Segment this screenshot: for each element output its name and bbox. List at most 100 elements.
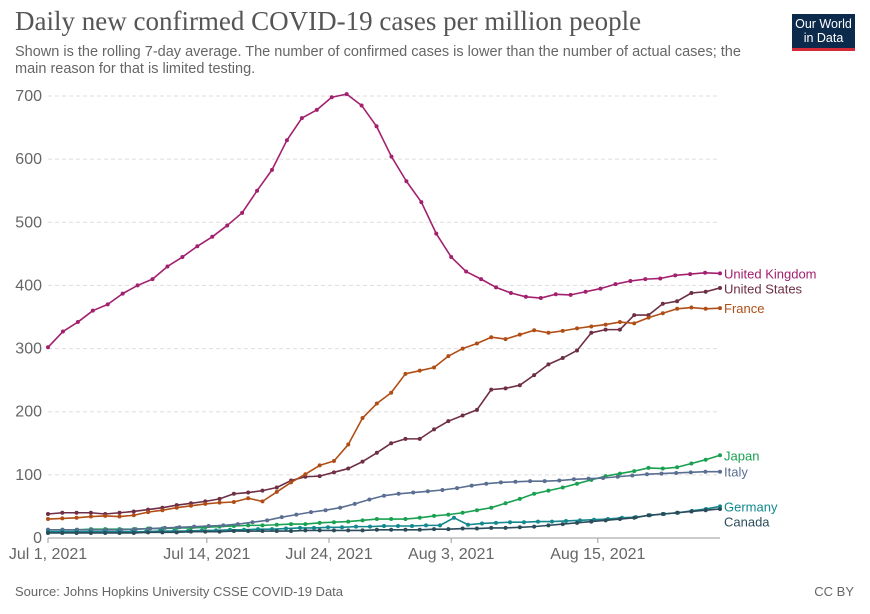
data-point-italy (586, 476, 591, 481)
series-label-united-kingdom[interactable]: United Kingdom (724, 266, 817, 281)
data-point-japan (274, 522, 279, 527)
data-point-united-kingdom (225, 223, 230, 228)
data-point-italy (279, 515, 284, 520)
data-point-united-states (589, 330, 594, 335)
data-point-france (689, 305, 694, 310)
data-point-canada (103, 530, 108, 535)
source-note: Source: Johns Hopkins University CSSE CO… (15, 584, 344, 599)
data-point-japan (689, 461, 694, 466)
data-point-italy (615, 474, 620, 479)
data-point-italy (528, 479, 533, 484)
data-point-italy (425, 489, 430, 494)
data-point-france (174, 505, 179, 510)
data-point-france (703, 306, 708, 311)
data-point-france (331, 458, 336, 463)
data-point-germany (326, 525, 330, 530)
data-point-france (532, 328, 537, 333)
data-point-united-states (117, 510, 122, 515)
data-point-france (246, 496, 251, 501)
data-point-canada (146, 530, 151, 535)
data-point-germany (564, 518, 568, 523)
owid-logo[interactable]: Our World in Data (792, 14, 855, 51)
data-point-canada (532, 524, 537, 529)
data-point-italy (440, 488, 445, 493)
data-point-france (346, 442, 351, 447)
data-point-canada (589, 519, 594, 524)
data-point-japan (532, 491, 537, 496)
data-point-united-kingdom (449, 255, 454, 260)
data-point-italy (294, 512, 299, 517)
data-point-united-states (718, 285, 722, 290)
data-point-united-kingdom (718, 271, 722, 276)
data-point-france (146, 510, 151, 515)
data-point-united-kingdom (359, 103, 364, 108)
data-point-italy (265, 518, 270, 523)
data-point-canada (446, 527, 451, 532)
y-tick-label: 0 (33, 530, 42, 547)
data-point-canada (217, 529, 222, 534)
x-axis-ticks: Jul 1, 2021 Jul 14, 2021 Jul 24, 2021 Aug 3… (9, 538, 646, 563)
data-point-united-states (603, 327, 608, 332)
data-point-united-states (317, 474, 322, 479)
data-point-united-states (575, 348, 580, 353)
series-line-france[interactable] (47, 306, 721, 520)
series-label-canada[interactable]: Canada (724, 514, 770, 529)
data-point-japan (675, 465, 680, 470)
y-tick-label: 200 (15, 404, 42, 421)
data-point-italy (469, 483, 474, 488)
data-point-united-kingdom (374, 124, 379, 129)
data-point-italy (601, 476, 606, 481)
data-point-japan (546, 488, 551, 493)
series-label-italy[interactable]: Italy (724, 465, 748, 480)
data-point-canada (603, 518, 608, 523)
data-point-germany (312, 525, 316, 530)
data-point-united-states (74, 510, 79, 515)
data-point-united-kingdom (120, 291, 125, 296)
data-point-canada (560, 522, 565, 527)
data-point-united-kingdom (613, 282, 618, 287)
data-point-germany (536, 519, 540, 524)
data-point-germany (522, 520, 526, 525)
data-point-united-states (360, 459, 365, 464)
data-point-united-states (246, 490, 251, 495)
data-point-united-kingdom (240, 210, 245, 215)
data-point-japan (374, 517, 379, 522)
data-point-germany (298, 525, 302, 530)
series-line-united-kingdom[interactable] (47, 93, 721, 348)
data-point-france (560, 328, 565, 333)
data-point-canada (417, 527, 422, 532)
data-point-italy (162, 525, 167, 530)
series-line-canada[interactable] (48, 508, 721, 534)
data-point-germany (494, 520, 498, 525)
series-label-germany[interactable]: Germany (724, 499, 778, 514)
data-point-italy (498, 480, 503, 485)
series-label-japan[interactable]: Japan (724, 448, 759, 463)
data-point-japan (660, 466, 665, 471)
series-lines (46, 92, 722, 535)
x-tick-label: Jul 1, 2021 (9, 546, 87, 563)
data-point-france (289, 480, 294, 485)
data-point-united-kingdom (404, 179, 409, 184)
data-point-germany (466, 522, 470, 527)
series-line-italy[interactable] (48, 470, 720, 531)
data-point-france (389, 390, 394, 395)
data-point-united-kingdom (344, 92, 349, 97)
data-point-united-kingdom (60, 329, 65, 334)
data-point-germany (438, 523, 442, 528)
license-link[interactable]: CC BY (814, 584, 854, 599)
data-point-canada (246, 529, 251, 534)
data-point-canada (460, 526, 465, 531)
data-point-canada (203, 529, 208, 534)
data-point-united-states (346, 466, 351, 471)
data-point-italy (411, 490, 416, 495)
data-point-canada (575, 520, 580, 525)
data-point-japan (503, 501, 508, 506)
data-point-united-states (560, 356, 565, 361)
series-line-united-states[interactable] (47, 287, 721, 515)
data-point-canada (403, 527, 408, 532)
data-point-united-kingdom (434, 231, 439, 236)
series-label-united-states[interactable]: United States (724, 281, 803, 296)
logo-line-1: Our World (795, 17, 852, 31)
series-label-france[interactable]: France (724, 301, 764, 316)
data-point-canada (432, 527, 437, 532)
